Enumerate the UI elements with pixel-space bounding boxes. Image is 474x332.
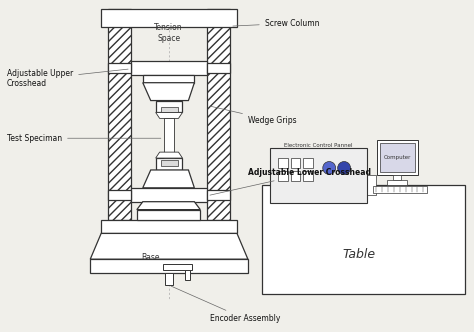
Bar [387, 180, 407, 185]
Bar [108, 9, 131, 219]
Polygon shape [143, 83, 194, 101]
Bar [291, 171, 301, 181]
Polygon shape [155, 113, 182, 119]
Polygon shape [143, 170, 194, 188]
Bar [392, 175, 401, 180]
Bar [90, 259, 248, 273]
Bar [377, 140, 419, 175]
Bar [163, 264, 192, 270]
Text: Tension
Space: Tension Space [154, 23, 183, 42]
Bar [164, 119, 173, 158]
Bar [291, 158, 301, 168]
Bar [137, 209, 201, 219]
Bar [207, 63, 230, 73]
Bar [164, 273, 173, 285]
Text: Screw Column: Screw Column [233, 19, 319, 28]
Text: Encoder Assembly: Encoder Assembly [171, 286, 280, 323]
Bar [380, 143, 416, 172]
Bar [101, 9, 237, 27]
Text: Adjustable Lower Crosshead: Adjustable Lower Crosshead [210, 168, 371, 195]
Bar [108, 63, 131, 73]
Bar [270, 148, 367, 203]
Bar [161, 107, 177, 113]
Bar [373, 186, 428, 193]
Bar [143, 75, 194, 83]
Bar [155, 158, 182, 170]
Bar [207, 9, 230, 219]
Bar [303, 171, 313, 181]
Bar [207, 190, 230, 200]
Bar [303, 158, 313, 168]
Polygon shape [155, 152, 182, 158]
Text: Electronic Control Pannel: Electronic Control Pannel [284, 143, 353, 148]
Bar [362, 175, 376, 195]
Bar [131, 61, 207, 75]
Circle shape [337, 162, 351, 174]
Circle shape [323, 162, 336, 174]
Text: Test Speciman: Test Speciman [7, 134, 161, 143]
Text: Table: Table [342, 248, 375, 261]
Text: Base: Base [141, 253, 160, 262]
Bar [185, 270, 191, 280]
Bar [278, 158, 288, 168]
Polygon shape [90, 233, 248, 259]
Bar [155, 101, 182, 113]
Text: Computer: Computer [384, 155, 411, 160]
Bar [101, 219, 237, 233]
Bar [161, 160, 177, 166]
Text: Adjustable Upper
Crosshead: Adjustable Upper Crosshead [7, 69, 128, 88]
Bar [278, 171, 288, 181]
Bar [262, 185, 465, 294]
Bar [108, 190, 131, 200]
Text: Wedge Grips: Wedge Grips [210, 106, 297, 125]
Polygon shape [137, 202, 201, 209]
Bar [131, 188, 207, 202]
